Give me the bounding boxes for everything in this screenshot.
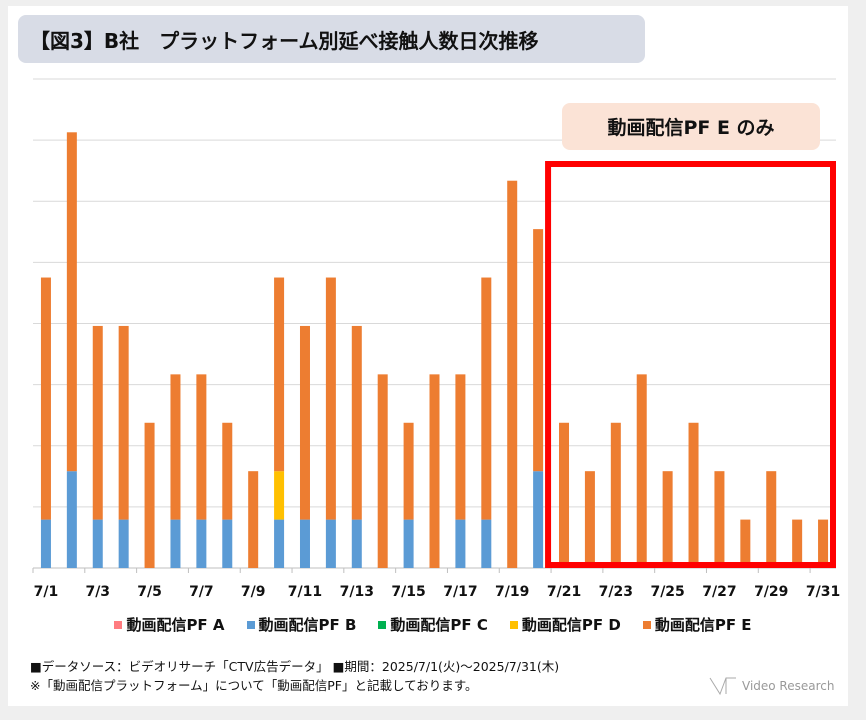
bar-segment [403,519,414,568]
bar-segment [40,277,51,520]
x-tick-label: 7/7 [189,584,214,600]
bar-segment [92,325,103,520]
bar-segment [455,519,466,568]
legend-item: 動画配信PF D [509,614,621,635]
legend-swatch [246,620,255,629]
bar-segment [325,277,336,520]
legend-label: 動画配信PF D [521,616,621,634]
bar-segment [429,374,440,568]
bar-segment [170,519,181,568]
bar-segment [533,471,544,568]
bar-segment [299,325,310,520]
legend-label: 動画配信PF E [654,616,752,634]
x-tick-label: 7/15 [391,584,425,600]
bar-segment [66,471,77,568]
legend-label: 動画配信PF B [258,616,357,634]
legend-item: 動画配信PF A [114,614,225,635]
source-note: ■データソース：ビデオリサーチ「CTV広告データ」 ■期間：2025/7/1(火… [30,659,560,674]
bar-segment [118,325,129,520]
logo-text: Video Research [742,679,835,693]
legend-item: 動画配信PF E [642,614,752,635]
bar-segment [351,519,362,568]
legend-swatch [378,620,387,629]
bar-segment [559,422,570,568]
bar-segment [377,374,388,568]
legend-swatch [642,620,651,629]
legend-label: 動画配信PF C [390,616,488,634]
bar-segment [584,471,595,568]
x-tick-label: 7/9 [241,584,266,600]
legend-item: 動画配信PF B [246,614,357,635]
footnote: ※「動画配信プラットフォーム」について「動画配信PF」と記載しております。 [30,678,478,693]
bar-segment [792,519,803,568]
legend-swatch [114,620,123,629]
bar-segment [766,471,777,568]
bar-segment [688,422,699,568]
bar-segment [144,422,155,568]
bar-segment [170,374,181,520]
bar-segment [274,277,285,472]
x-tick-label: 7/19 [495,584,529,600]
x-tick-label: 7/27 [702,584,736,600]
x-tick-label: 7/31 [806,584,840,600]
legend-item: 動画配信PF C [378,614,488,635]
chart-title: 【図3】B社 プラットフォーム別延べ接触人数日次推移 [18,15,645,63]
bar-segment [92,519,103,568]
annotation-label: 動画配信PF E のみ [562,103,820,150]
bar-segment [222,422,233,520]
bar-segment [740,519,751,568]
bar-segment [248,471,259,568]
legend-label: 動画配信PF A [126,616,225,634]
x-tick-label: 7/29 [754,584,788,600]
bar-segment [481,277,492,520]
bar-segment [274,471,285,520]
bar-segment [481,519,492,568]
x-tick-label: 7/3 [85,584,110,600]
x-tick-label: 7/5 [137,584,162,600]
bar-segment [40,519,51,568]
bar-segment [636,374,647,568]
logo-mark-icon [709,677,736,696]
x-tick-label: 7/23 [599,584,633,600]
bar-segment [66,132,77,472]
x-tick-label: 7/21 [547,584,581,600]
x-tick-label: 7/25 [650,584,684,600]
x-tick-label: 7/11 [288,584,322,600]
bar-segment [299,519,310,568]
bar-segment [118,519,129,568]
bar-segment [274,519,285,568]
bar-segment [455,374,466,520]
bar-segment [818,519,829,568]
legend-swatch [509,620,518,629]
x-tick-label: 7/1 [34,584,59,600]
bar-segment [507,180,518,568]
bar-segment [714,471,725,568]
bar-segment [196,374,207,520]
bar-segment [351,325,362,520]
bar-segment [533,229,544,472]
bar-segment [403,422,414,520]
x-tick-label: 7/13 [340,584,374,600]
bar-segment [196,519,207,568]
video-research-logo: Video Research [708,676,834,696]
legend: 動画配信PF A 動画配信PF B 動画配信PF C 動画配信PF D 動画配信PF E [0,614,866,635]
bar-segment [610,422,621,568]
highlight-box [545,161,836,568]
bar-segment [222,519,233,568]
bar-segment [325,519,336,568]
bar-segment [662,471,673,568]
x-tick-label: 7/17 [443,584,477,600]
